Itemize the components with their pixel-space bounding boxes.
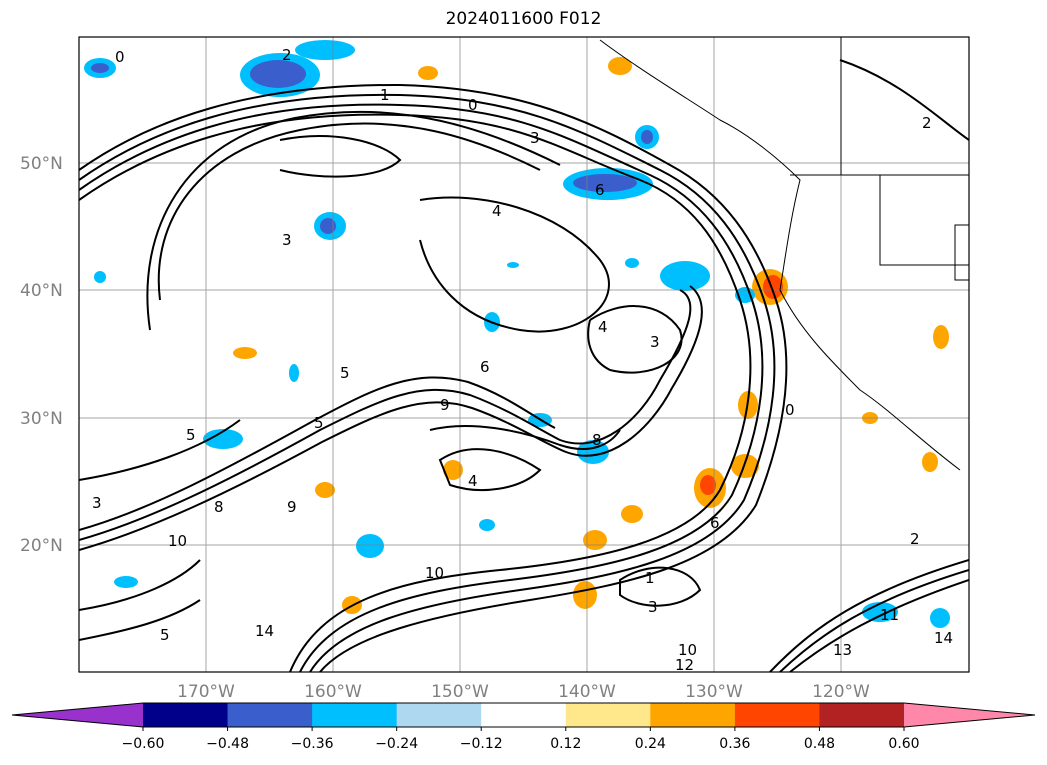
contour-labels: 0 1 2 3 4 5 6 8 9 10 11 12 13 14 3 4 3 6… [92, 46, 953, 674]
contour-label: 4 [468, 472, 478, 490]
colorbar-cell [481, 703, 567, 727]
colorbar-tick-label: 0.12 [550, 736, 581, 752]
latitude-labels: 50°N 40°N 30°N 20°N [20, 154, 63, 556]
contour-label: 3 [650, 333, 660, 351]
colorbar-tick-label: −0.60 [122, 736, 165, 752]
contour-label: 0 [115, 48, 125, 66]
colorbar-cell [227, 703, 313, 727]
colorbar-tick-label: −0.48 [206, 736, 249, 752]
colorbar-extend-low [12, 703, 143, 727]
map-title: 2024011600 F012 [445, 9, 602, 29]
lon-label-140: 140°W [558, 682, 616, 702]
shaded-fields [84, 40, 950, 628]
colorbar: −0.60 −0.48 −0.36 −0.24 −0.12 0.12 0.24 0.36 0.4… [11, 702, 1036, 752]
contour-label: 10 [425, 564, 444, 582]
contour-label: 2 [910, 530, 920, 548]
lat-label-20: 20°N [20, 536, 63, 556]
contour-label: 3 [282, 231, 292, 249]
contour-label: 4 [492, 202, 502, 220]
contour-label: 11 [880, 606, 899, 624]
lon-label-130: 130°W [685, 682, 743, 702]
colorbar-tick-label: 0.36 [719, 736, 750, 752]
contour-label: 5 [340, 364, 350, 382]
contour-label: 9 [287, 498, 297, 516]
contour-label: 4 [598, 318, 608, 336]
contour-label: 3 [530, 129, 540, 147]
contour-label: 5 [314, 414, 324, 432]
colorbar-cell [396, 703, 482, 727]
contour-label: 3 [648, 598, 658, 616]
colorbar-cell [565, 703, 651, 727]
contour-label: 6 [710, 514, 720, 532]
lon-label-150: 150°W [431, 682, 489, 702]
contour-label: 10 [168, 532, 187, 550]
contour-lines [79, 59, 969, 672]
contour-label: 13 [833, 641, 852, 659]
contour-label: 0 [468, 96, 478, 114]
contour-label: 6 [480, 358, 490, 376]
colorbar-cell [819, 703, 905, 727]
contour-label: 2 [282, 46, 292, 64]
colorbar-cell [650, 703, 736, 727]
colorbar-extend-high [904, 703, 1035, 727]
lon-label-120: 120°W [812, 682, 870, 702]
colorbar-tick-label: −0.36 [291, 736, 334, 752]
contour-label: 3 [92, 494, 102, 512]
colorbar-tick-label: 0.60 [888, 736, 919, 752]
contour-label: 8 [214, 498, 224, 516]
colorbar-tick-label: −0.12 [460, 736, 503, 752]
lon-label-160: 160°W [304, 682, 362, 702]
contour-label: 1 [645, 569, 655, 587]
lon-label-170: 170°W [177, 682, 235, 702]
contour-label: 6 [595, 181, 605, 199]
colorbar-tick-label: 0.24 [635, 736, 666, 752]
contour-label: 14 [255, 622, 274, 640]
contour-label: 12 [675, 656, 694, 674]
colorbar-cell [734, 703, 820, 727]
longitude-labels: 170°W 160°W 150°W 140°W 130°W 120°W [177, 682, 870, 702]
colorbar-tick-label: 0.48 [804, 736, 835, 752]
lat-label-50: 50°N [20, 154, 63, 174]
lat-label-30: 30°N [20, 409, 63, 429]
colorbar-tick-label: −0.24 [375, 736, 418, 752]
colorbar-cell [143, 703, 229, 727]
contour-label: 1 [380, 86, 390, 104]
contour-label: 8 [592, 431, 602, 449]
coastlines [599, 37, 969, 471]
contour-label: 5 [186, 426, 196, 444]
contour-label: 14 [934, 629, 953, 647]
contour-label: 9 [440, 396, 450, 414]
contour-label: 2 [922, 114, 932, 132]
map-frame [79, 37, 969, 672]
lat-label-40: 40°N [20, 281, 63, 301]
contour-label: 10 [678, 641, 697, 659]
contour-label: 0 [785, 401, 795, 419]
colorbar-cell [312, 703, 398, 727]
contour-label: 5 [160, 626, 170, 644]
